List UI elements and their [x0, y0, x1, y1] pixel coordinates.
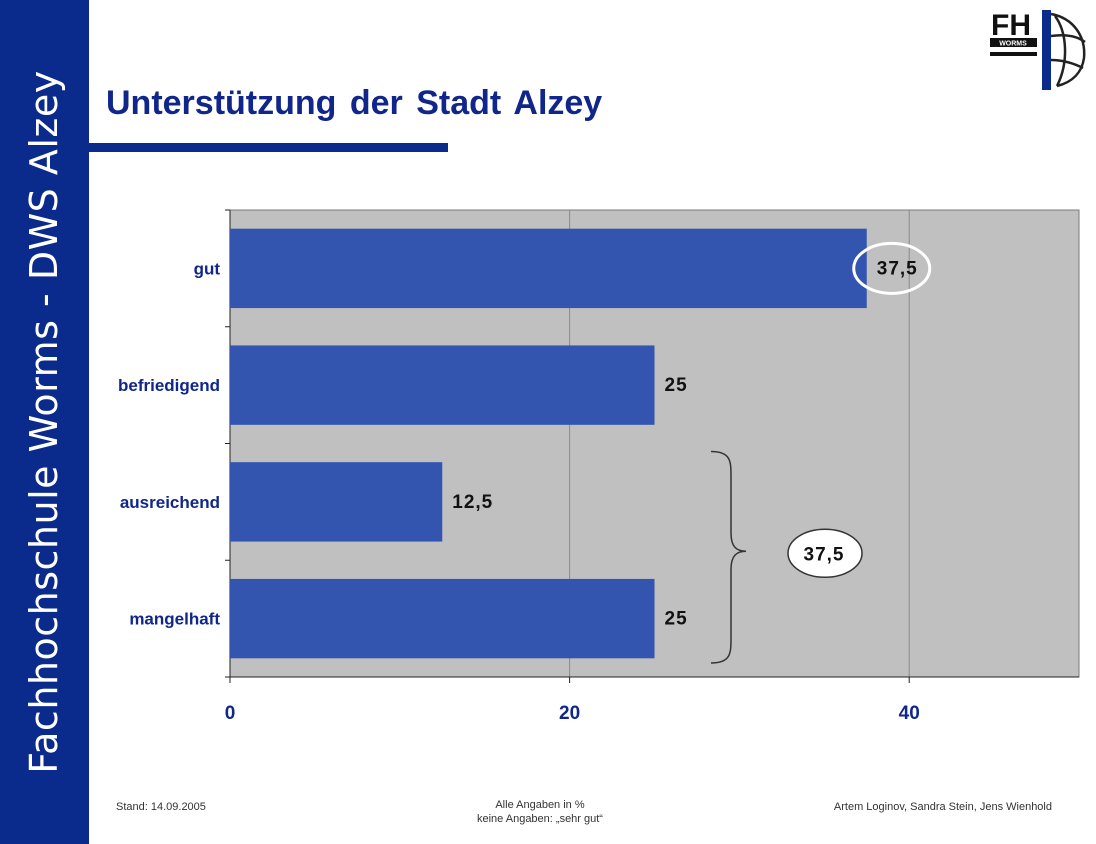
x-tick-label-2: 40 — [899, 703, 920, 724]
annotation-circle-1 — [787, 528, 863, 578]
footer-note-line-2: keine Angaben: „sehr gut“ — [477, 813, 603, 825]
value-label-1: 25 — [665, 375, 688, 396]
category-label-3: mangelhaft — [129, 610, 220, 629]
logo-subtext: WORMS — [999, 41, 1027, 48]
logo-pillar — [1042, 10, 1051, 90]
value-label-3: 25 — [665, 609, 688, 630]
bar-0 — [230, 228, 867, 309]
category-label-2: ausreichend — [120, 493, 220, 512]
x-tick-label-0: 0 — [225, 703, 236, 724]
x-tick-label-1: 20 — [559, 703, 580, 724]
logo-line — [990, 52, 1037, 56]
bar-3 — [230, 578, 655, 659]
bar-1 — [230, 345, 655, 425]
footer-date: Stand: 14.09.2005 — [116, 801, 206, 813]
annotation-circle-0 — [852, 241, 932, 295]
category-label-1: befriedigend — [118, 376, 220, 395]
value-label-2: 12,5 — [452, 492, 493, 513]
sidebar-banner: Fachhochschule Worms - DWS Alzey — [0, 0, 89, 844]
title-underline — [89, 143, 448, 152]
footer-authors: Artem Loginov, Sandra Stein, Jens Wienho… — [833, 801, 1052, 813]
category-label-0: gut — [194, 259, 221, 278]
footer-note: Alle Angaben in % keine Angaben: „sehr g… — [440, 798, 640, 826]
bar-2 — [230, 462, 443, 542]
logo-bar — [990, 38, 1037, 47]
fh-worms-logo: FH WORMS — [990, 9, 1086, 90]
footer-note-line-1: Alle Angaben in % — [495, 799, 585, 811]
logo-text: FH — [991, 9, 1031, 42]
annotation-brace — [710, 450, 747, 664]
annotation-total-label: 37,5 — [804, 544, 845, 565]
value-label-0: 37,5 — [877, 258, 918, 279]
page-title: Unterstützung der Stadt Alzey — [106, 84, 603, 122]
globe-icon — [1050, 12, 1086, 88]
